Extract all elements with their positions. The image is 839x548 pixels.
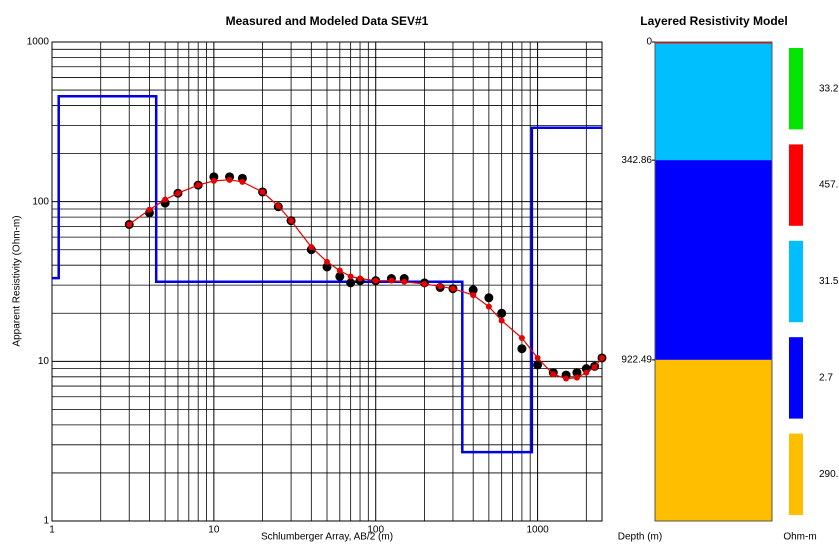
modeled-point <box>485 303 492 310</box>
layer <box>655 43 772 161</box>
modeled-point <box>388 277 395 284</box>
modeled-point <box>126 221 133 228</box>
modeled-point <box>518 335 525 342</box>
y-axis-label: Apparent Resistivity (Ohm-m) <box>12 215 23 346</box>
measured-point <box>497 308 507 318</box>
modeled-point <box>336 267 343 274</box>
modeled-point <box>449 285 456 292</box>
legend-swatch <box>789 144 803 226</box>
modeled-point <box>550 371 557 378</box>
depth-label: Depth (m) <box>618 532 662 543</box>
column-frame <box>654 41 773 522</box>
x-tick-label: 100 <box>367 525 384 536</box>
measured-point <box>533 360 543 370</box>
modeled-point <box>401 278 408 285</box>
modeled-point <box>162 196 169 203</box>
plot-frame <box>51 41 603 522</box>
chart-title: Measured and Modeled Data SEV#1 <box>226 14 429 28</box>
modeled-point <box>498 317 505 324</box>
x-axis-label: Schlumberger Array, AB/2 (m) <box>261 532 393 543</box>
modeled-point <box>195 182 202 189</box>
legend-label: 31.5 <box>819 276 839 287</box>
legend-label: 2.7 <box>819 373 833 384</box>
modeled-point <box>239 178 246 185</box>
legend-swatch <box>789 240 803 323</box>
legend-swatch <box>789 48 803 130</box>
depth-tick-label: 922.49 <box>621 355 652 366</box>
model-step-line <box>52 95 602 454</box>
modeled-point <box>563 375 570 382</box>
modeled-point <box>174 190 181 197</box>
legend-label: 290.5 <box>819 469 839 480</box>
modeled-point <box>573 374 580 381</box>
measured-point <box>346 278 356 288</box>
modeled-point <box>534 354 541 361</box>
x-tick-label: 1000 <box>526 525 549 536</box>
legend-label: 457.1 <box>819 180 839 191</box>
layer <box>655 42 772 44</box>
modeled-point <box>470 292 477 299</box>
modeled-point <box>288 217 295 224</box>
y-tick-label: 10 <box>38 356 50 367</box>
measured-point <box>572 368 582 378</box>
legend-swatch <box>789 433 803 515</box>
measured-point <box>335 271 345 281</box>
modeled-point <box>421 281 428 288</box>
modeled-point <box>357 275 364 282</box>
modeled-point <box>437 283 444 290</box>
layer <box>655 160 772 360</box>
modeled-point <box>210 177 217 184</box>
measured-point <box>517 344 527 354</box>
legend-swatch <box>789 337 803 419</box>
modeled-point <box>599 354 605 361</box>
y-tick-label: 1000 <box>27 37 50 48</box>
modeled-point <box>275 202 282 209</box>
modeled-point <box>226 176 233 183</box>
measured-point <box>468 285 478 295</box>
x-tick-label: 1 <box>49 525 55 536</box>
y-tick-label: 1 <box>43 516 49 527</box>
y-tick-label: 100 <box>32 196 49 207</box>
x-tick-label: 10 <box>208 525 220 536</box>
layer <box>655 359 772 521</box>
modeled-point <box>324 258 330 265</box>
modeled-point <box>308 244 315 251</box>
depth-tick-label: 342.86 <box>621 155 652 166</box>
modeled-point <box>259 188 266 195</box>
modeled-point <box>347 273 354 280</box>
modeled-point <box>591 364 598 371</box>
depth-tick-label: 0 <box>646 37 652 48</box>
legend-label: 33.2 <box>819 83 839 94</box>
panel-title: Layered Resistivity Model <box>640 14 787 28</box>
measured-point <box>484 293 494 303</box>
modeled-point <box>583 369 590 376</box>
modeled-point <box>146 206 153 213</box>
modeled-point <box>372 277 379 284</box>
unit-label: Ohm-m <box>783 532 816 543</box>
measured-point <box>322 262 332 272</box>
